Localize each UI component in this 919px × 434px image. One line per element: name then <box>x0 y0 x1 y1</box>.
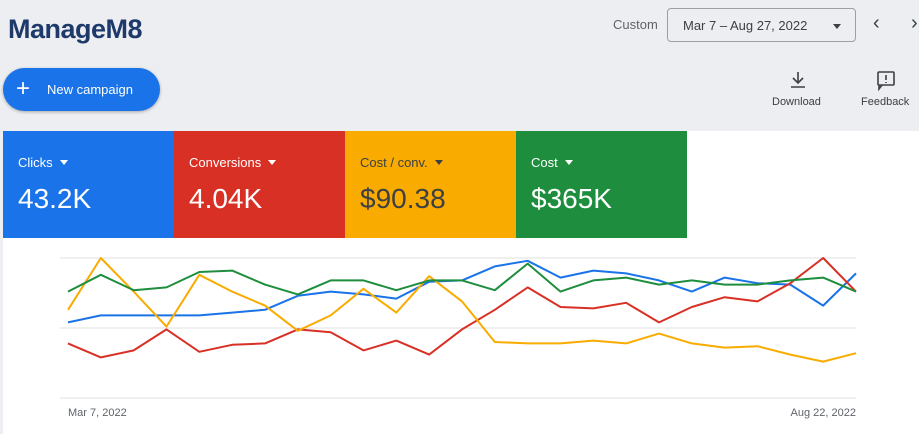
metric-total: $90.38 <box>360 183 446 214</box>
metric-name: Clicks <box>18 155 68 170</box>
metric-tile[interactable]: Conversions 4.04K <box>174 131 345 238</box>
logo: ManageM8 <box>8 14 143 44</box>
x-tick-label: Mar 7, 2022 <box>68 407 127 419</box>
series-line <box>67 259 857 324</box>
metric-name: Cost <box>531 155 573 170</box>
metric-name: Cost / conv. <box>360 155 443 170</box>
metric-total: 4.04K <box>189 183 263 214</box>
metric-tile[interactable]: Cost / conv. $90.38 <box>345 131 516 238</box>
download-button[interactable]: Download <box>772 96 821 108</box>
next-button[interactable]: › <box>911 12 918 34</box>
series-line <box>67 262 857 296</box>
feedback-button[interactable]: Feedback <box>861 96 910 108</box>
metric-total: $365K <box>531 183 612 214</box>
x-tick-label: Aug 22, 2022 <box>791 407 856 419</box>
new-campaign-button[interactable]: + New campaign <box>3 68 160 111</box>
series-line <box>67 257 857 363</box>
range-label: Custom <box>613 17 658 32</box>
metric-total: 43.2K <box>18 183 92 214</box>
metric-name: Conversions <box>189 155 276 170</box>
metric-tile[interactable]: Cost $365K <box>516 131 687 238</box>
date-range: Mar 7 – Aug 27, 2022 <box>683 18 808 33</box>
series-line <box>67 257 857 359</box>
prev-button[interactable]: ‹ <box>873 12 880 34</box>
button-label: New campaign <box>47 82 133 97</box>
date-dropdown[interactable]: Mar 7 – Aug 27, 2022 <box>667 8 856 42</box>
metric-tile[interactable]: Clicks 43.2K <box>3 131 174 238</box>
